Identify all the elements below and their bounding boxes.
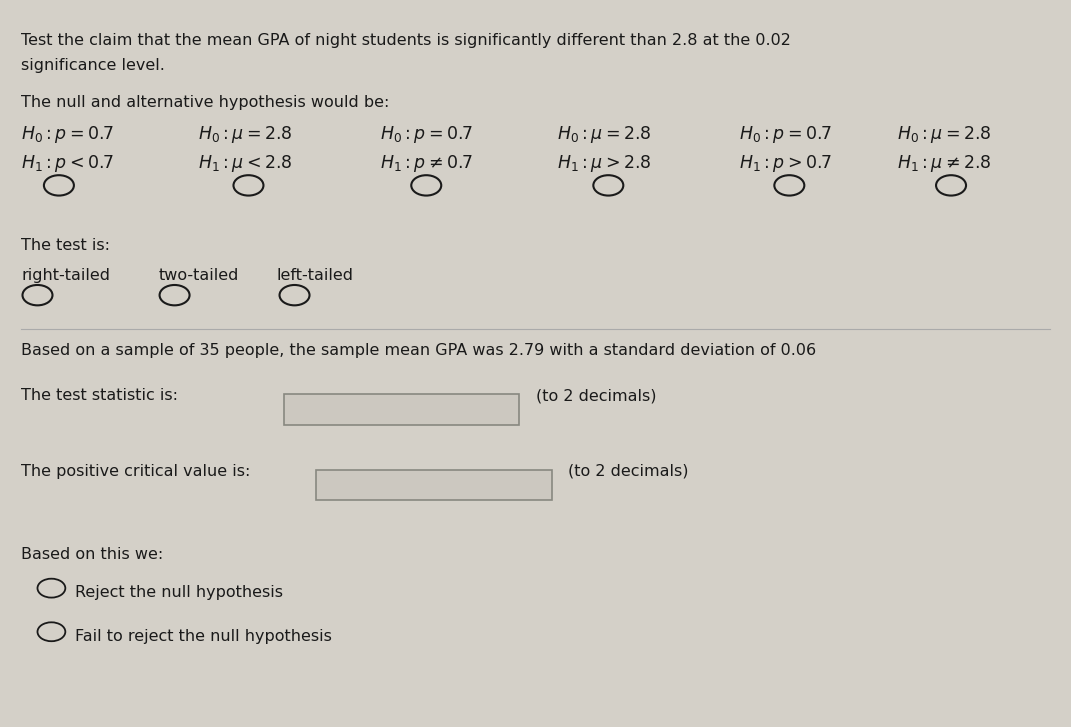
Text: $H_1:\mu>2.8$: $H_1:\mu>2.8$ xyxy=(557,153,651,174)
Text: (to 2 decimals): (to 2 decimals) xyxy=(568,464,689,479)
Text: $H_0:p=0.7$: $H_0:p=0.7$ xyxy=(739,124,832,145)
Text: $H_1:p>0.7$: $H_1:p>0.7$ xyxy=(739,153,832,174)
Text: Test the claim that the mean GPA of night students is significantly different th: Test the claim that the mean GPA of nigh… xyxy=(21,33,791,48)
Text: $H_0:p=0.7$: $H_0:p=0.7$ xyxy=(21,124,115,145)
Text: (to 2 decimals): (to 2 decimals) xyxy=(536,388,657,403)
FancyBboxPatch shape xyxy=(284,394,519,425)
Text: $H_1:\mu<2.8$: $H_1:\mu<2.8$ xyxy=(198,153,292,174)
Text: $H_1:p<0.7$: $H_1:p<0.7$ xyxy=(21,153,115,174)
Text: Based on a sample of 35 people, the sample mean GPA was 2.79 with a standard dev: Based on a sample of 35 people, the samp… xyxy=(21,343,816,358)
Text: $H_0:\mu=2.8$: $H_0:\mu=2.8$ xyxy=(198,124,292,145)
Text: two-tailed: two-tailed xyxy=(159,268,239,283)
Text: $H_1:\mu\neq2.8$: $H_1:\mu\neq2.8$ xyxy=(897,153,992,174)
Text: $H_0:\mu=2.8$: $H_0:\mu=2.8$ xyxy=(897,124,992,145)
Text: left-tailed: left-tailed xyxy=(276,268,353,283)
Text: $H_0:p=0.7$: $H_0:p=0.7$ xyxy=(380,124,473,145)
Text: The null and alternative hypothesis would be:: The null and alternative hypothesis woul… xyxy=(21,95,390,110)
Text: significance level.: significance level. xyxy=(21,58,165,73)
Text: The test is:: The test is: xyxy=(21,238,110,254)
Text: $H_0:\mu=2.8$: $H_0:\mu=2.8$ xyxy=(557,124,651,145)
Text: $H_1:p\neq0.7$: $H_1:p\neq0.7$ xyxy=(380,153,473,174)
Text: Fail to reject the null hypothesis: Fail to reject the null hypothesis xyxy=(75,629,332,644)
Text: The positive critical value is:: The positive critical value is: xyxy=(21,464,251,479)
Text: Based on this we:: Based on this we: xyxy=(21,547,164,562)
Text: Reject the null hypothesis: Reject the null hypothesis xyxy=(75,585,283,601)
Text: The test statistic is:: The test statistic is: xyxy=(21,388,179,403)
Text: right-tailed: right-tailed xyxy=(21,268,110,283)
FancyBboxPatch shape xyxy=(316,470,552,500)
